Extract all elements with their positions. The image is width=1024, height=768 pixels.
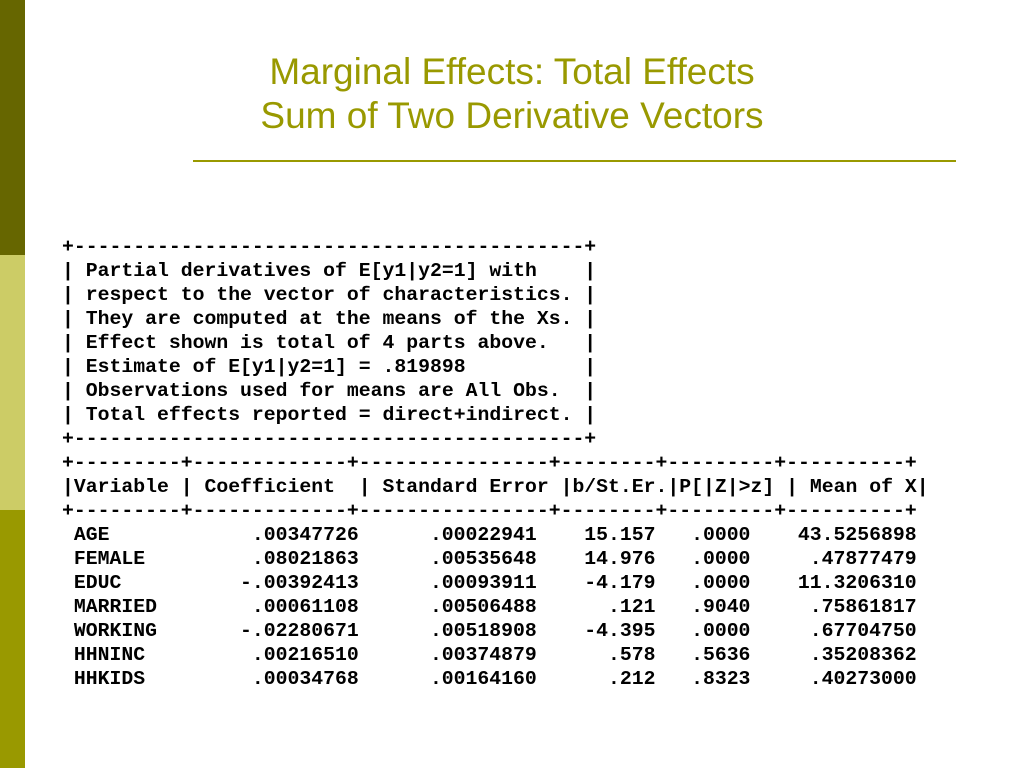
table-cell: 11.3206310 <box>797 572 917 594</box>
table-cell: -.02280671 <box>240 620 359 642</box>
table-cell: WORKING <box>73 620 157 642</box>
table-cell: EDUC <box>73 572 122 594</box>
title-line: Sum of Two Derivative Vectors <box>260 95 764 136</box>
table-row: WORKING -.02280671 .00518908 -4.395 .0000 .67… <box>62 619 929 643</box>
table-cell: HHNINC <box>73 644 146 666</box>
box-line: | Estimate of E[y1|y2=1] = .819898 | <box>62 356 597 378</box>
table-cell: .00216510 <box>251 644 359 666</box>
table-row: MARRIED .00061108 .00506488 .121 .9040 .75861… <box>62 595 929 619</box>
table-cell: .00022941 <box>429 524 537 546</box>
box-line: +---------------------------------------… <box>62 236 597 258</box>
table-cell: .0000 <box>691 620 751 642</box>
table-row: FEMALE .08021863 .00535648 14.976 .0000 .4787… <box>62 547 929 571</box>
table-cell: 43.5256898 <box>797 524 917 546</box>
box-line: | Partial derivatives of E[y1|y2=1] with… <box>62 260 597 282</box>
table-cell: -4.395 <box>584 620 656 642</box>
table-rule: +---------+-------------+---------------… <box>62 500 917 522</box>
box-line: | They are computed at the means of the … <box>62 308 597 330</box>
table-cell: .00374879 <box>429 644 537 666</box>
table-cell: .00535648 <box>429 548 537 570</box>
table-cell: .0000 <box>691 548 751 570</box>
side-bar <box>0 510 25 768</box>
table-cell: .47877479 <box>809 548 917 570</box>
table-cell: .121 <box>608 596 656 618</box>
table-header: |Variable | Coefficient | Standard Error… <box>62 476 929 498</box>
table-cell: .00164160 <box>429 668 537 690</box>
table-cell: .08021863 <box>251 548 359 570</box>
side-bar <box>0 0 25 255</box>
table-cell: HHKIDS <box>73 668 146 690</box>
table-cell: -.00392413 <box>240 572 359 594</box>
table-row: EDUC -.00392413 .00093911 -4.179 .0000 11.320… <box>62 571 929 595</box>
table-cell: 14.976 <box>584 548 656 570</box>
table-cell: .212 <box>608 668 656 690</box>
table-row: AGE .00347726 .00022941 15.157 .0000 43.52568… <box>62 523 929 547</box>
table-cell: .35208362 <box>809 644 917 666</box>
side-bar <box>0 255 25 510</box>
box-line: | Observations used for means are All Ob… <box>62 380 597 402</box>
box-line: | respect to the vector of characteristi… <box>62 284 597 306</box>
table-cell: -4.179 <box>584 572 656 594</box>
slide-title: Marginal Effects: Total Effects Sum of T… <box>0 50 1024 138</box>
table-cell: .00518908 <box>429 620 537 642</box>
table-cell: .00347726 <box>251 524 359 546</box>
table-cell: .00093911 <box>429 572 537 594</box>
table-cell: .75861817 <box>809 596 917 618</box>
table-cell: .0000 <box>691 572 751 594</box>
title-line: Marginal Effects: Total Effects <box>269 51 755 92</box>
table-rule: +---------+-------------+---------------… <box>62 452 917 474</box>
table-cell: .9040 <box>691 596 751 618</box>
table-cell: .40273000 <box>809 668 917 690</box>
table-cell: FEMALE <box>73 548 146 570</box>
table-cell: AGE <box>73 524 110 546</box>
table-cell: .00061108 <box>251 596 359 618</box>
table-cell: 15.157 <box>584 524 656 546</box>
box-line: | Total effects reported = direct+indire… <box>62 404 597 426</box>
box-line: +---------------------------------------… <box>62 428 597 450</box>
table-cell: .00034768 <box>251 668 359 690</box>
table-cell: MARRIED <box>73 596 157 618</box>
table-cell: .00506488 <box>429 596 537 618</box>
table-cell: .8323 <box>691 668 751 690</box>
title-rule <box>193 160 956 162</box>
box-line: | Effect shown is total of 4 parts above… <box>62 332 597 354</box>
table-row: HHNINC .00216510 .00374879 .578 .5636 .352083… <box>62 643 929 667</box>
output-listing: +---------------------------------------… <box>62 235 929 691</box>
table-cell: .67704750 <box>809 620 917 642</box>
table-row: HHKIDS .00034768 .00164160 .212 .8323 .402730… <box>62 667 929 691</box>
table-cell: .0000 <box>691 524 751 546</box>
table-cell: .578 <box>608 644 656 666</box>
table-cell: .5636 <box>691 644 751 666</box>
